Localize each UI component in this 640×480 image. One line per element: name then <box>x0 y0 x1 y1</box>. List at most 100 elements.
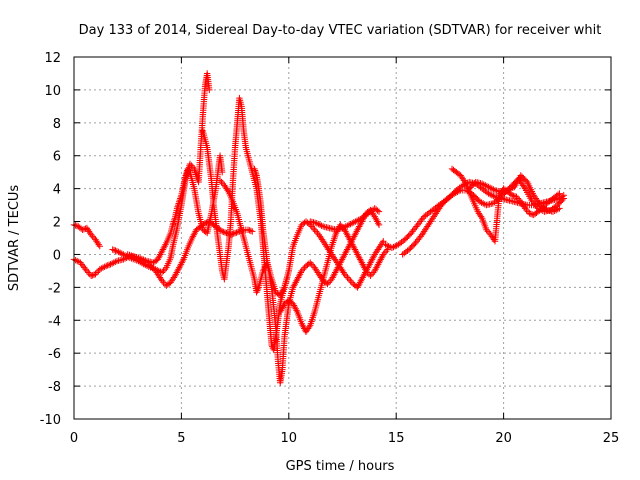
data-point <box>345 275 353 283</box>
data-point <box>490 192 497 200</box>
data-point <box>541 205 549 212</box>
series-track5 <box>199 94 292 354</box>
data-point <box>72 257 79 264</box>
data-point <box>480 181 487 188</box>
data-point <box>399 251 406 258</box>
data-point <box>388 244 396 252</box>
data-point <box>206 86 213 94</box>
y-tick-label: -8 <box>48 380 61 395</box>
data-marks <box>70 70 567 386</box>
data-point <box>339 224 346 232</box>
axis-ticks <box>73 56 612 420</box>
data-point <box>368 207 375 215</box>
data-point <box>490 186 497 193</box>
y-tick-label: -4 <box>48 314 61 329</box>
data-point <box>170 219 177 227</box>
data-point <box>478 180 486 187</box>
data-point <box>380 238 387 245</box>
data-point <box>344 222 351 229</box>
data-point <box>491 199 498 206</box>
data-point <box>325 279 333 286</box>
y-tick-label: 2 <box>53 216 61 231</box>
data-point <box>396 240 404 247</box>
series-track7 <box>251 165 387 299</box>
data-point <box>402 248 410 256</box>
data-point <box>318 222 325 229</box>
data-point <box>551 207 558 215</box>
data-point <box>348 279 356 286</box>
data-point <box>485 183 492 191</box>
data-point <box>154 266 161 274</box>
data-point <box>247 227 255 235</box>
data-point <box>363 211 370 218</box>
data-point <box>483 189 491 196</box>
x-tick-label: 25 <box>603 431 620 446</box>
series-track9 <box>307 205 383 233</box>
data-point <box>428 207 436 214</box>
data-point <box>488 192 495 199</box>
data-point <box>308 261 315 268</box>
data-point <box>479 200 487 207</box>
data-point <box>345 221 353 229</box>
data-point <box>374 207 381 214</box>
data-point <box>553 206 560 214</box>
data-point <box>449 191 456 199</box>
data-point <box>452 189 460 196</box>
series-track4 <box>124 152 226 266</box>
data-point <box>98 265 105 272</box>
data-point <box>401 250 408 257</box>
data-point <box>109 246 116 253</box>
data-point <box>375 221 383 229</box>
data-point <box>488 185 495 192</box>
data-point <box>424 210 431 218</box>
data-point <box>223 229 230 237</box>
data-point <box>476 198 484 205</box>
data-point <box>508 192 516 199</box>
data-point <box>352 218 359 225</box>
data-point <box>540 204 547 211</box>
data-point <box>420 213 428 220</box>
data-point <box>347 277 354 284</box>
data-point <box>529 211 536 218</box>
data-point <box>486 191 494 198</box>
data-point <box>342 223 349 230</box>
y-tick-label: 12 <box>44 51 61 66</box>
data-point <box>486 184 494 192</box>
data-point <box>227 231 235 238</box>
data-point <box>219 168 226 176</box>
data-point <box>231 229 239 237</box>
series-track11 <box>399 175 567 258</box>
data-point <box>105 261 113 269</box>
data-point <box>221 229 229 236</box>
x-tick-label: 15 <box>388 431 405 446</box>
data-point <box>115 248 122 256</box>
chart-title: Day 133 of 2014, Sidereal Day-to-day VTE… <box>79 23 602 38</box>
data-point <box>112 247 119 254</box>
data-point <box>556 190 563 197</box>
data-point <box>313 219 320 227</box>
data-point <box>425 209 433 217</box>
x-tick-label: 10 <box>281 431 298 446</box>
data-point <box>482 187 489 195</box>
data-point <box>385 243 392 250</box>
data-point <box>355 216 362 224</box>
data-point <box>526 210 533 217</box>
data-point <box>504 187 512 194</box>
data-point <box>233 229 240 236</box>
data-point <box>347 220 354 228</box>
data-point <box>220 228 227 236</box>
data-point <box>444 195 451 202</box>
data-point <box>160 267 167 275</box>
y-tick-labels: -10 -8 -6 -4 -2 0 2 4 6 8 10 12 <box>40 51 61 428</box>
series-track10 <box>382 178 567 252</box>
data-point <box>560 195 567 202</box>
data-point <box>344 274 351 281</box>
data-point <box>489 200 497 207</box>
data-point <box>507 185 515 192</box>
x-axis-label: GPS time / hours <box>286 459 395 474</box>
data-point <box>113 247 121 255</box>
data-point <box>395 241 402 248</box>
data-point <box>427 208 434 215</box>
data-point <box>112 258 119 266</box>
